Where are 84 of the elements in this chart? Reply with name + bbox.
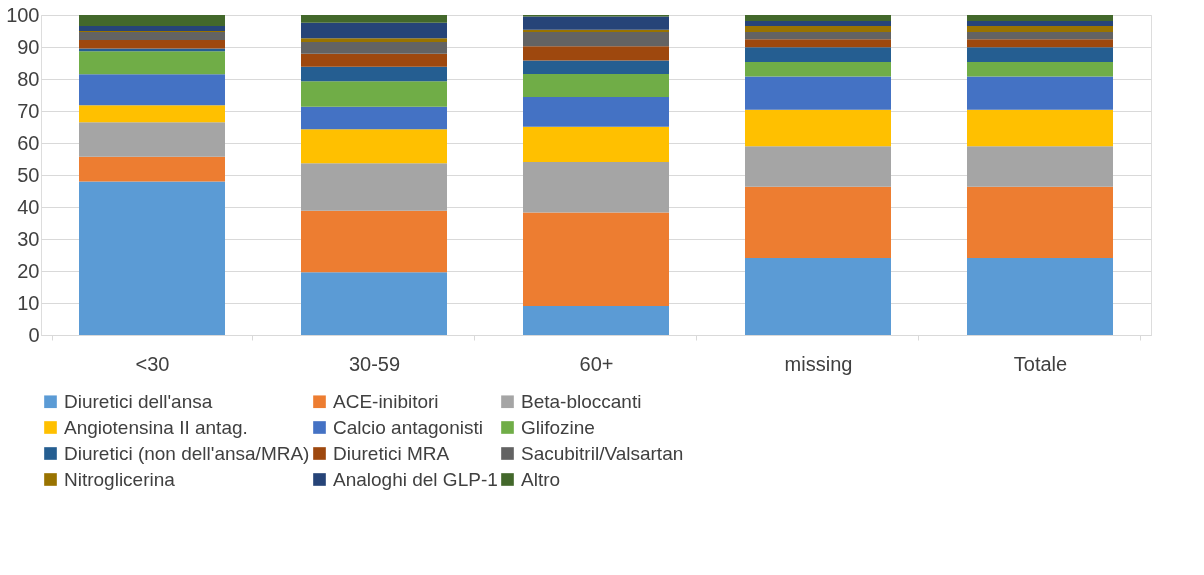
bar (967, 146, 1113, 187)
legend-label: Diuretici dell'ansa (64, 390, 213, 412)
bar (745, 76, 891, 110)
y-tick-label: 30 (17, 227, 40, 250)
bar (301, 129, 447, 164)
legend-label: Beta-bloccanti (521, 390, 642, 412)
x-tick-label: 60+ (579, 352, 614, 375)
y-tick-label: 50 (17, 163, 40, 186)
bar (79, 122, 225, 157)
bar (79, 15, 225, 26)
x-tick-label: 30-59 (348, 352, 401, 375)
bar (967, 257, 1113, 335)
bar (745, 146, 891, 187)
bar (301, 81, 447, 107)
bar (79, 156, 225, 182)
bar (301, 106, 447, 130)
x-tick-label: <30 (135, 352, 170, 375)
legend-label: Calcio antagonisti (333, 416, 483, 438)
x-tick-label: missing (784, 352, 853, 375)
legend-label: Angiotensina II antag. (64, 416, 248, 438)
legend-label: Diuretici MRA (333, 442, 450, 464)
bar (745, 62, 891, 77)
bar (523, 46, 669, 61)
bar (745, 109, 891, 147)
bar (523, 60, 669, 74)
bar (301, 163, 447, 211)
bar (301, 272, 447, 335)
bar (301, 53, 447, 67)
bar (745, 47, 891, 63)
bar (523, 212, 669, 306)
bar (523, 31, 669, 47)
bar (745, 31, 891, 40)
legend-label: Diuretici (non dell'ansa/MRA) (64, 442, 310, 464)
legend-label: Analoghi del GLP-1 (333, 468, 498, 490)
bar (967, 62, 1113, 77)
bar (79, 74, 225, 106)
bar (745, 257, 891, 335)
bar (967, 47, 1113, 63)
legend-label: Altro (521, 468, 561, 490)
bar (745, 21, 891, 26)
bar (301, 210, 447, 273)
bar (967, 21, 1113, 26)
bar (301, 66, 447, 82)
bar (301, 15, 447, 23)
bar (967, 25, 1113, 32)
bar (301, 41, 447, 54)
bar (967, 76, 1113, 110)
bar (745, 15, 891, 22)
y-tick-label: 80 (17, 67, 40, 90)
y-tick-label: 40 (17, 195, 40, 218)
bar (523, 161, 669, 213)
bar (523, 16, 669, 30)
bar (523, 305, 669, 335)
bar (967, 31, 1113, 40)
bar (967, 109, 1113, 147)
legend-label: Glifozine (521, 416, 595, 438)
y-tick-label: 60 (17, 131, 40, 154)
bar (967, 39, 1113, 48)
x-tick-label: Totale (1013, 352, 1068, 375)
y-tick-label: 10 (17, 291, 40, 314)
bar (523, 73, 669, 97)
bar (79, 51, 225, 75)
legend-label: Nitroglicerina (64, 468, 176, 490)
bar (745, 39, 891, 48)
bar (301, 22, 447, 39)
bar (79, 181, 225, 335)
bar (745, 186, 891, 258)
bar (301, 38, 447, 42)
y-tick-label: 70 (17, 99, 40, 122)
y-tick-label: 20 (17, 259, 40, 282)
bar (523, 96, 669, 127)
bar (967, 15, 1113, 22)
legend-label: Sacubitril/Valsartan (521, 442, 684, 464)
y-tick-label: 100 (6, 3, 40, 26)
bar (745, 25, 891, 32)
bar (523, 126, 669, 162)
y-tick-label: 0 (28, 323, 40, 346)
bar (79, 31, 225, 40)
y-tick-label: 90 (17, 35, 40, 58)
bar (79, 39, 225, 49)
legend-label: ACE-inibitori (333, 390, 439, 412)
bar (79, 105, 225, 123)
bar (967, 186, 1113, 258)
bar (79, 25, 225, 31)
